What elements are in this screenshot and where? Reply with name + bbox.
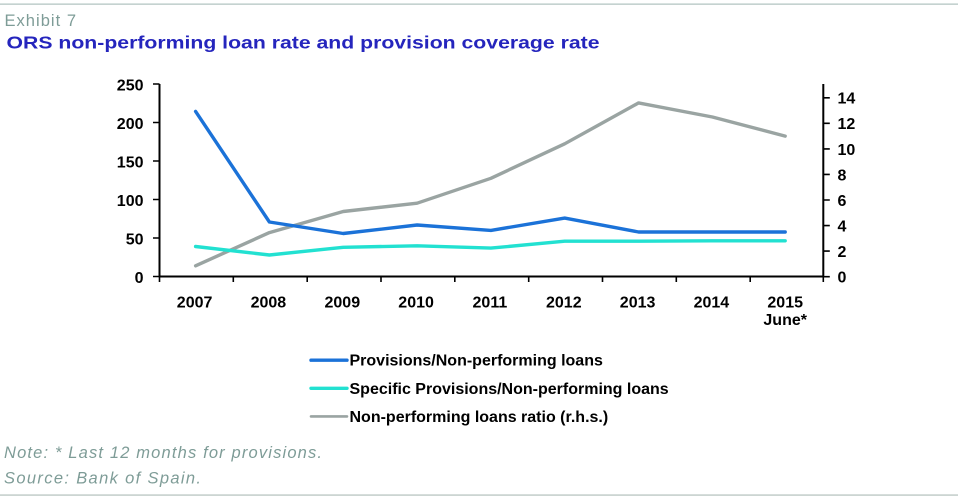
- svg-text:Non-performing loans ratio (r.: Non-performing loans ratio (r.h.s.): [350, 409, 609, 426]
- svg-text:2007: 2007: [177, 295, 213, 312]
- svg-text:200: 200: [117, 116, 144, 133]
- svg-text:0: 0: [838, 270, 847, 287]
- svg-text:100: 100: [117, 193, 144, 210]
- svg-text:2010: 2010: [398, 295, 434, 312]
- svg-text:Provisions/Non-performing loan: Provisions/Non-performing loans: [350, 353, 603, 370]
- svg-text:8: 8: [838, 167, 847, 184]
- svg-text:2011: 2011: [473, 295, 508, 312]
- svg-text:2: 2: [838, 244, 847, 261]
- svg-text:Exhibit 7: Exhibit 7: [5, 12, 77, 30]
- svg-text:2008: 2008: [251, 295, 287, 312]
- svg-text:150: 150: [117, 155, 144, 172]
- svg-text:0: 0: [135, 270, 144, 287]
- svg-text:ORS non-performing loan rate a: ORS non-performing loan rate and provisi…: [7, 32, 600, 52]
- svg-text:50: 50: [126, 232, 144, 249]
- svg-text:10: 10: [838, 142, 856, 159]
- svg-text:Note: * Last 12 months for pro: Note: * Last 12 months for provisions.: [4, 444, 322, 462]
- svg-text:June*: June*: [763, 312, 807, 329]
- svg-text:2014: 2014: [694, 295, 730, 312]
- svg-text:2012: 2012: [546, 295, 582, 312]
- svg-text:4: 4: [838, 218, 847, 235]
- svg-text:2015: 2015: [767, 295, 803, 312]
- svg-text:2013: 2013: [620, 295, 656, 312]
- svg-text:12: 12: [838, 116, 856, 133]
- svg-text:6: 6: [838, 193, 847, 210]
- svg-text:2009: 2009: [325, 295, 361, 312]
- svg-text:Specific Provisions/Non-perfor: Specific Provisions/Non-performing loans: [350, 381, 669, 398]
- svg-text:250: 250: [117, 78, 144, 95]
- svg-text:14: 14: [838, 91, 856, 108]
- svg-text:Source: Bank of Spain.: Source: Bank of Spain.: [4, 470, 201, 488]
